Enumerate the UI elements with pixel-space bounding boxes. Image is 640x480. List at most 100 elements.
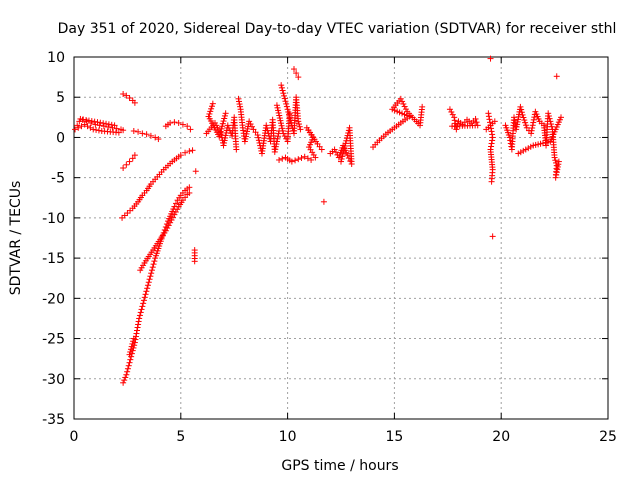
data-point: [279, 125, 286, 132]
data-point: [308, 156, 315, 163]
data-point: [531, 114, 538, 121]
x-tick-label: 15: [385, 429, 403, 445]
data-point: [139, 130, 146, 137]
data-point: [130, 338, 137, 345]
data-point: [126, 95, 133, 102]
data-point: [139, 303, 146, 310]
data-point: [121, 377, 128, 384]
y-tick-label: -25: [42, 332, 65, 348]
data-mark-layer: [72, 55, 565, 386]
data-point: [489, 131, 496, 138]
data-point: [138, 306, 145, 313]
data-point: [120, 165, 127, 172]
data-point: [105, 121, 112, 128]
data-point: [158, 169, 165, 176]
data-point: [151, 258, 158, 265]
data-point: [521, 117, 528, 124]
data-point: [186, 148, 193, 155]
data-point: [555, 161, 562, 168]
data-point: [78, 123, 85, 130]
data-point: [129, 340, 136, 347]
data-point: [140, 262, 147, 269]
series-cluster-17-19: [446, 106, 481, 133]
data-point: [143, 288, 150, 295]
data-point: [345, 129, 352, 136]
data-point: [163, 221, 170, 228]
data-point: [72, 126, 79, 133]
data-point: [154, 173, 161, 180]
data-point: [131, 99, 138, 106]
x-tick-label: 0: [70, 429, 79, 445]
x-tick-label: 10: [279, 429, 297, 445]
data-point: [275, 107, 282, 114]
data-point: [152, 134, 159, 141]
data-point: [175, 119, 182, 126]
series-arc-small-neg: [120, 152, 138, 172]
data-point: [94, 119, 101, 126]
data-point: [555, 158, 562, 165]
data-point: [155, 136, 162, 143]
data-point: [216, 131, 223, 138]
series-cluster-10: [273, 66, 327, 205]
data-point: [488, 128, 495, 135]
data-point: [127, 346, 134, 353]
data-point: [451, 117, 458, 124]
data-point: [489, 137, 496, 144]
series-cluster-19-5: [483, 55, 498, 240]
data-point: [473, 119, 480, 126]
data-point: [312, 138, 319, 145]
data-point: [123, 161, 130, 168]
data-point: [339, 150, 346, 157]
data-point: [178, 199, 185, 206]
data-point: [219, 120, 226, 127]
data-point: [341, 142, 348, 149]
data-point: [535, 115, 542, 122]
data-point: [279, 127, 286, 134]
x-tick-label: 20: [492, 429, 510, 445]
data-point: [488, 140, 495, 147]
data-point: [487, 55, 494, 62]
data-point: [176, 194, 183, 201]
data-point: [113, 129, 120, 136]
data-point: [136, 315, 143, 322]
data-point: [125, 362, 132, 369]
data-point: [121, 212, 128, 219]
data-point: [247, 121, 254, 128]
data-point: [402, 106, 409, 113]
series-arc-mid-near-zero: [130, 128, 162, 143]
x-tick-label: 5: [176, 429, 185, 445]
y-tick-label: 0: [56, 130, 65, 146]
data-point: [553, 169, 560, 176]
data-point: [179, 189, 186, 196]
data-point: [283, 103, 290, 110]
data-point: [276, 115, 283, 122]
data-point: [127, 207, 134, 214]
data-point: [278, 122, 285, 129]
data-point: [488, 143, 495, 150]
data-point: [129, 155, 136, 162]
data-point: [453, 126, 460, 133]
data-point: [344, 132, 351, 139]
data-point: [418, 106, 425, 113]
data-point: [218, 125, 225, 132]
data-point: [93, 126, 100, 133]
series-isolated-early: [191, 168, 199, 265]
data-point: [343, 137, 350, 144]
data-point: [486, 119, 493, 126]
data-point: [486, 116, 493, 123]
data-point: [169, 214, 176, 221]
data-point: [448, 108, 455, 115]
data-point: [548, 121, 555, 128]
data-point: [548, 136, 555, 143]
data-point: [298, 154, 305, 161]
data-point: [285, 108, 292, 115]
data-point: [187, 126, 194, 133]
data-point: [159, 232, 166, 239]
data-point: [91, 118, 98, 125]
data-point: [157, 238, 164, 245]
data-point: [142, 291, 149, 298]
data-point: [221, 139, 228, 146]
data-point: [162, 164, 169, 171]
data-point: [518, 106, 525, 113]
